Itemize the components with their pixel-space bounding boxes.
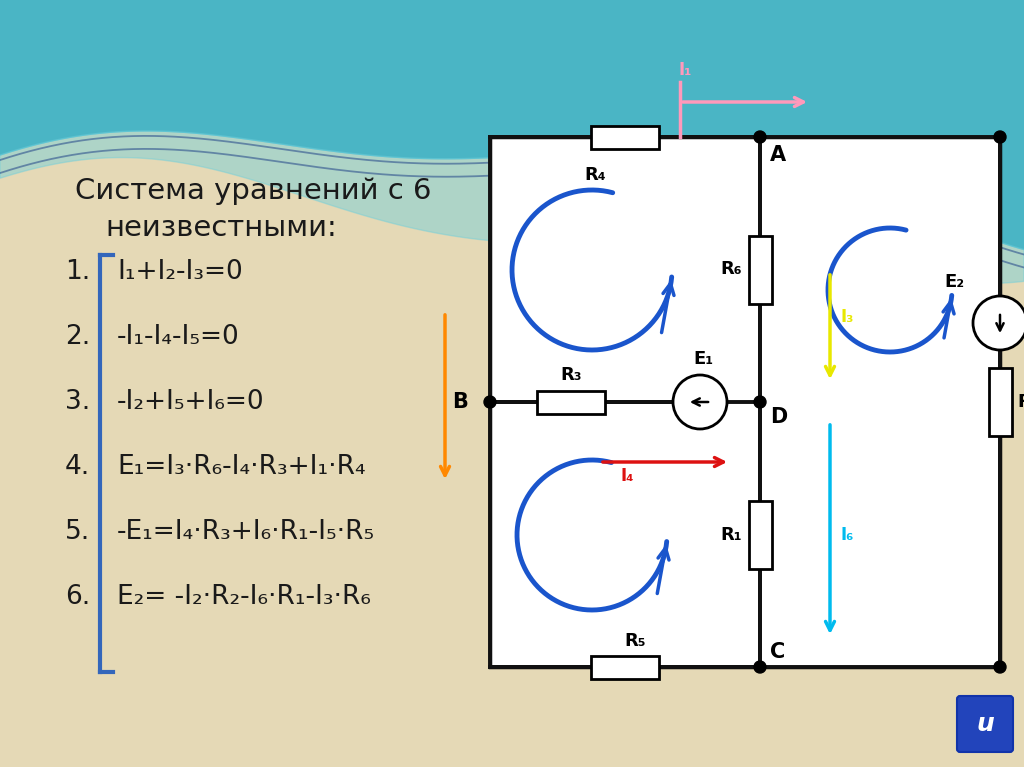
Text: E₂: E₂ [945, 273, 965, 291]
Text: 5.: 5. [65, 519, 90, 545]
Bar [591, 656, 659, 679]
Text: C: C [770, 642, 785, 662]
Text: R₄: R₄ [584, 166, 606, 185]
Text: неизвестными:: неизвестными: [105, 214, 337, 242]
Text: R₅: R₅ [625, 631, 646, 650]
Text: I₁+I₂-I₃=0: I₁+I₂-I₃=0 [117, 259, 243, 285]
Text: I₁: I₁ [678, 61, 691, 79]
Bar [749, 501, 771, 568]
Text: I₃: I₃ [840, 308, 853, 326]
Text: R₁: R₁ [721, 525, 742, 544]
Circle shape [973, 296, 1024, 350]
Circle shape [673, 375, 727, 429]
Text: -I₁-I₄-I₅=0: -I₁-I₄-I₅=0 [117, 324, 240, 350]
Text: I₄: I₄ [620, 467, 634, 485]
Text: B: B [452, 392, 468, 412]
Text: -E₁=I₄·R₃+I₆·R₁-I₅·R₅: -E₁=I₄·R₃+I₆·R₁-I₅·R₅ [117, 519, 375, 545]
Text: A: A [770, 145, 786, 165]
Text: u: u [976, 712, 994, 736]
Text: E₂= -I₂·R₂-I₆·R₁-I₃·R₆: E₂= -I₂·R₂-I₆·R₁-I₃·R₆ [117, 584, 371, 610]
Text: 6.: 6. [65, 584, 90, 610]
Text: 4.: 4. [65, 454, 90, 480]
Text: Система уравнений с 6: Система уравнений с 6 [75, 177, 431, 205]
Text: D: D [770, 407, 787, 427]
Bar [591, 126, 659, 149]
Circle shape [754, 396, 766, 408]
Bar [490, 137, 1000, 667]
Text: 3.: 3. [65, 389, 90, 415]
Circle shape [754, 131, 766, 143]
Bar [537, 390, 605, 413]
Text: R₆: R₆ [721, 261, 742, 278]
Circle shape [994, 661, 1006, 673]
Text: R₂: R₂ [1018, 393, 1024, 411]
Circle shape [484, 396, 496, 408]
Text: 1.: 1. [65, 259, 90, 285]
Text: E₁: E₁ [693, 350, 713, 368]
Text: -I₂+I₅+I₆=0: -I₂+I₅+I₆=0 [117, 389, 264, 415]
FancyBboxPatch shape [957, 696, 1013, 752]
Circle shape [754, 661, 766, 673]
Circle shape [994, 131, 1006, 143]
Bar [749, 235, 771, 304]
Text: E₁=I₃·R₆-I₄·R₃+I₁·R₄: E₁=I₃·R₆-I₄·R₃+I₁·R₄ [117, 454, 366, 480]
Bar [988, 368, 1012, 436]
Text: R₃: R₃ [560, 367, 582, 384]
Text: I₆: I₆ [840, 526, 853, 544]
Text: 2.: 2. [65, 324, 90, 350]
